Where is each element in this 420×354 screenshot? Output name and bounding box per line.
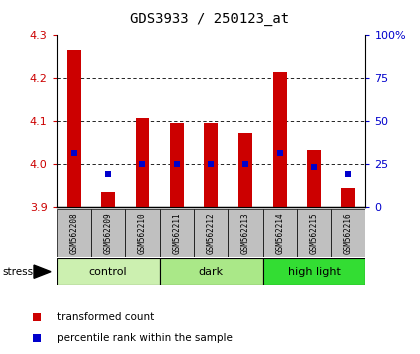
Bar bbox=[91, 209, 125, 257]
Text: high light: high light bbox=[288, 267, 340, 277]
Bar bbox=[273, 72, 286, 207]
Text: percentile rank within the sample: percentile rank within the sample bbox=[57, 333, 233, 343]
Text: GSM562212: GSM562212 bbox=[207, 212, 215, 253]
Bar bbox=[57, 209, 91, 257]
Polygon shape bbox=[34, 265, 51, 278]
Bar bbox=[239, 133, 252, 207]
Text: GSM562208: GSM562208 bbox=[69, 212, 79, 253]
Text: control: control bbox=[89, 267, 127, 277]
Bar bbox=[136, 118, 150, 207]
Bar bbox=[67, 50, 81, 207]
Text: stress: stress bbox=[2, 267, 33, 277]
Bar bbox=[194, 209, 228, 257]
Text: GSM562209: GSM562209 bbox=[104, 212, 113, 253]
Bar bbox=[341, 188, 355, 207]
Bar bbox=[262, 258, 365, 285]
Text: GSM562214: GSM562214 bbox=[275, 212, 284, 253]
Bar bbox=[331, 209, 365, 257]
Bar bbox=[170, 122, 184, 207]
Text: GSM562211: GSM562211 bbox=[172, 212, 181, 253]
Text: transformed count: transformed count bbox=[57, 312, 155, 322]
Bar bbox=[297, 209, 331, 257]
Bar bbox=[160, 209, 194, 257]
Bar bbox=[204, 122, 218, 207]
Text: GDS3933 / 250123_at: GDS3933 / 250123_at bbox=[131, 12, 289, 27]
Bar bbox=[228, 209, 262, 257]
Text: dark: dark bbox=[199, 267, 223, 277]
Bar bbox=[125, 209, 160, 257]
Bar bbox=[101, 192, 115, 207]
Bar bbox=[307, 150, 321, 207]
Bar bbox=[160, 258, 262, 285]
Bar bbox=[262, 209, 297, 257]
Text: GSM562213: GSM562213 bbox=[241, 212, 250, 253]
Text: GSM562216: GSM562216 bbox=[344, 212, 353, 253]
Text: GSM562215: GSM562215 bbox=[310, 212, 318, 253]
Text: GSM562210: GSM562210 bbox=[138, 212, 147, 253]
Bar bbox=[57, 258, 160, 285]
